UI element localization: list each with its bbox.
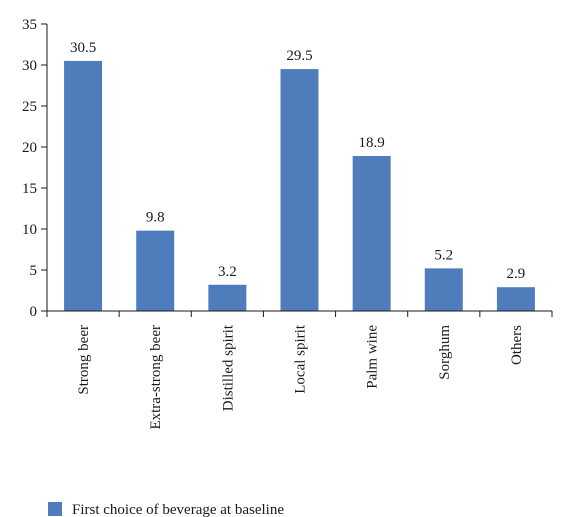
data-labels: 30.5 9.8 3.2 29.5 18.9 5.2 2.9 [70, 40, 525, 282]
x-tick-label: Extra-strong beer [148, 325, 164, 430]
legend-label: First choice of beverage at baseline [72, 502, 284, 517]
bar [136, 230, 175, 311]
y-axis: 0 5 10 15 20 25 30 35 [22, 17, 48, 320]
data-label: 9.8 [146, 210, 165, 226]
y-tick-label: 30 [22, 58, 37, 74]
bar [424, 268, 463, 311]
bar [280, 69, 319, 311]
y-tick-label: 25 [22, 99, 37, 115]
x-tick-label: Sorghum [437, 325, 453, 380]
y-tick-label: 5 [30, 263, 38, 279]
bars [64, 60, 535, 312]
y-tick-label: 0 [30, 304, 38, 320]
y-tick-label: 35 [22, 17, 37, 33]
x-tick-label: Palm wine [365, 325, 381, 389]
bar [496, 287, 535, 311]
data-label: 3.2 [218, 264, 237, 280]
data-label: 29.5 [286, 48, 312, 64]
bar [352, 156, 391, 311]
bar [208, 284, 247, 311]
y-tick-label: 15 [22, 181, 37, 197]
data-label: 18.9 [359, 135, 385, 151]
y-tick-label: 20 [22, 140, 37, 156]
x-tick-label: Others [509, 325, 525, 365]
data-label: 5.2 [434, 247, 453, 263]
legend: First choice of beverage at baseline [48, 502, 284, 517]
data-label: 30.5 [70, 40, 96, 56]
bar [64, 60, 103, 312]
x-tick-label: Local spirit [293, 324, 309, 394]
x-tick-label: Strong beer [76, 325, 92, 395]
data-label: 2.9 [507, 266, 526, 282]
x-tick-label: Distilled spirit [220, 324, 236, 411]
y-tick-label: 10 [22, 222, 37, 238]
legend-swatch [48, 502, 62, 516]
x-axis: Strong beer Extra-strong beer Distilled sp… [46, 310, 553, 430]
